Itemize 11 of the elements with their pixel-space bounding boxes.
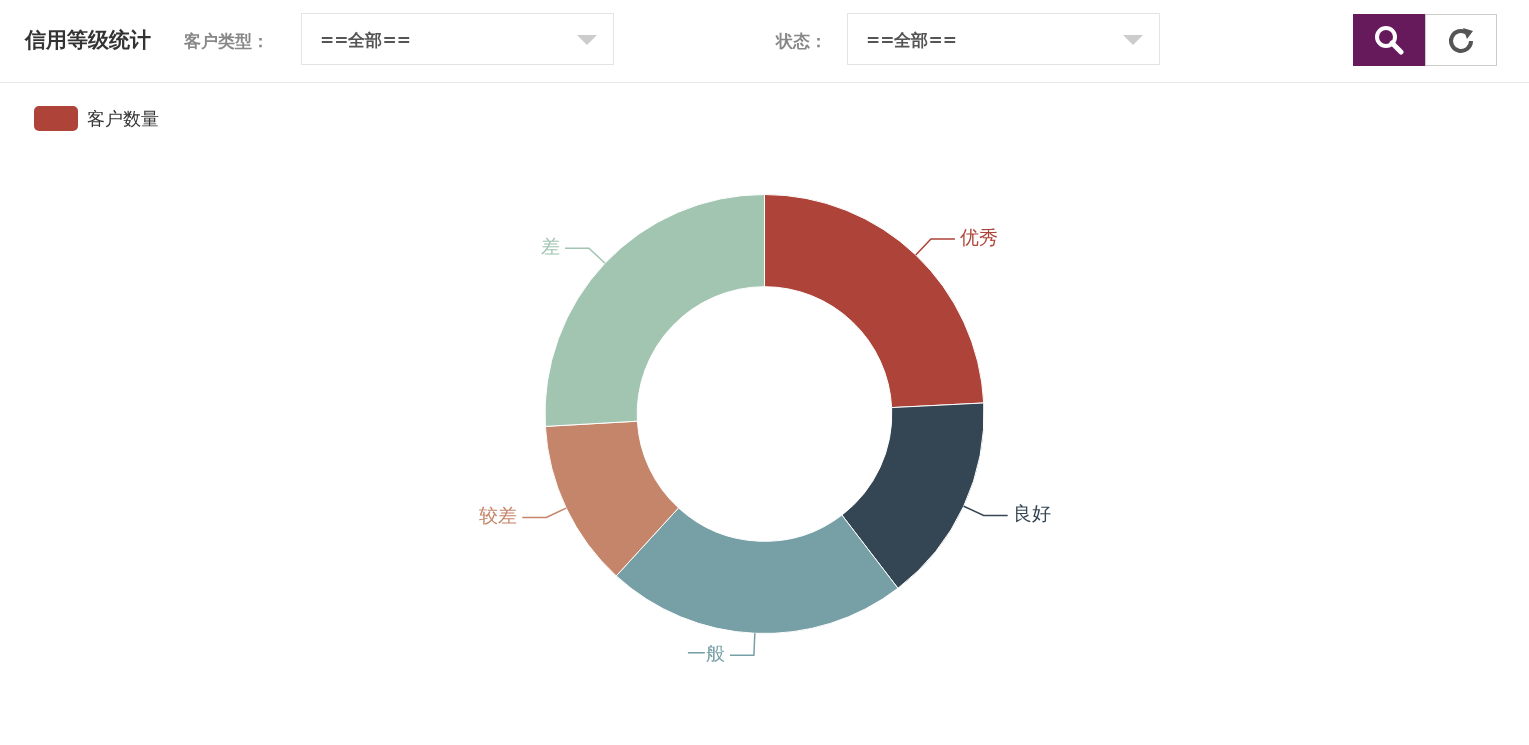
slice-label: 较差 — [479, 504, 518, 527]
text: 状态： — [776, 30, 827, 53]
chart-title: 信用等级统计 — [25, 27, 151, 54]
text: 客户类型： — [184, 30, 269, 53]
slice-label: 良好 — [1012, 502, 1051, 525]
slice-label: 差 — [540, 235, 560, 258]
slice-label: 优秀 — [959, 225, 998, 248]
text: ==全部== — [320, 29, 411, 52]
legend-label: 客户数量 — [87, 106, 159, 131]
text: ==全部== — [866, 29, 957, 52]
slice-label: 一般 — [686, 642, 725, 665]
